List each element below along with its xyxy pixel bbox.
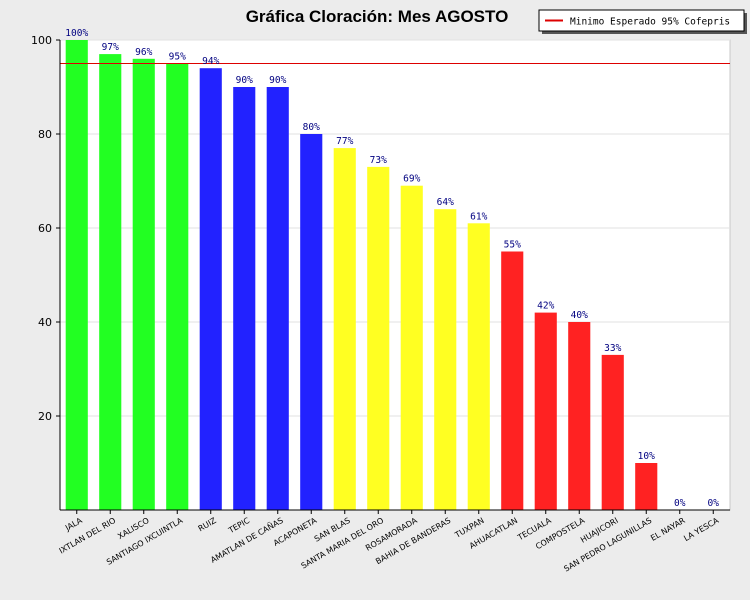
y-tick-label: 100 — [31, 34, 52, 47]
axes-group — [59, 40, 730, 511]
legend-label: Minimo Esperado 95% Cofepris — [570, 17, 730, 28]
value-labels-group: 100% 97% 96% 95% 94% 90% 90% 80% 77% 73% 69% 64% 61%… — [65, 28, 719, 509]
bar-value-label: 73% — [370, 155, 387, 166]
bar-value-label: 96% — [135, 47, 152, 58]
bar-value-label: 33% — [604, 343, 621, 354]
bar-value-label: 0% — [708, 498, 720, 509]
chart-title: Gráfica Cloración: Mes AGOSTO — [246, 7, 509, 26]
bar-value-label: 42% — [537, 301, 554, 312]
bar — [534, 312, 557, 510]
bar-value-label: 77% — [336, 136, 353, 147]
bars-group — [65, 40, 658, 511]
bar-value-label: 94% — [202, 56, 219, 67]
y-tick-label: 80 — [38, 128, 52, 141]
bar — [568, 322, 591, 510]
legend-box — [538, 9, 745, 32]
bar-value-label: 69% — [403, 174, 420, 185]
bar — [635, 463, 658, 510]
y-tick-labels: 20 40 60 80 100 — [31, 34, 60, 423]
bar — [166, 63, 189, 510]
plot-area — [59, 39, 731, 511]
y-tick-label: 40 — [38, 316, 52, 329]
bar — [266, 87, 289, 510]
bar — [199, 68, 222, 510]
bar — [300, 134, 323, 510]
bar-value-label: 40% — [571, 310, 588, 321]
bar — [367, 166, 390, 510]
bar-value-label: 95% — [169, 52, 186, 63]
bar — [132, 58, 155, 511]
bar — [233, 87, 256, 510]
bar-value-label: 55% — [504, 240, 521, 251]
bar-value-label: 64% — [437, 197, 454, 208]
y-tick-label: 20 — [38, 410, 52, 423]
y-tick-label: 60 — [38, 222, 52, 235]
bar — [65, 40, 88, 510]
bar-value-label: 80% — [303, 122, 320, 133]
bar-value-label: 90% — [236, 75, 253, 86]
bar-value-label: 100% — [65, 28, 88, 39]
legend: Minimo Esperado 95% Cofepris — [538, 9, 747, 34]
bar — [501, 251, 524, 510]
bar — [99, 54, 122, 510]
bar-value-label: 61% — [470, 211, 487, 222]
bar — [434, 209, 457, 510]
bar — [333, 148, 356, 510]
bar — [400, 185, 423, 510]
bar — [467, 223, 490, 511]
bar-value-label: 97% — [102, 42, 119, 53]
bar-value-label: 90% — [269, 75, 286, 86]
bar-value-label: 0% — [674, 498, 686, 509]
bar-value-label: 10% — [638, 451, 655, 462]
bar — [601, 354, 624, 510]
